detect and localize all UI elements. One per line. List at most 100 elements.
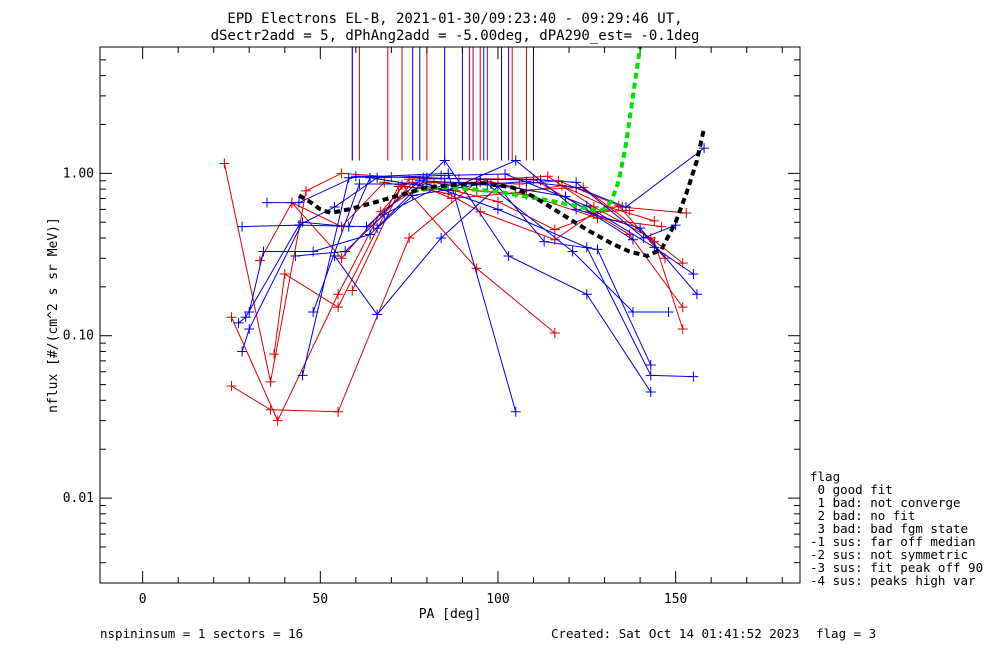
point-14-2 [379,209,390,220]
point-13-0 [262,197,273,208]
point-3-5 [475,206,486,217]
point-16-1 [354,178,365,189]
legend-entry-1: 1 bad: not converge [810,495,961,510]
point-18-5 [620,202,631,213]
legend-entry-0: 0 good fit [810,482,893,497]
point-3-9 [677,302,688,313]
x-tick-label-3: 150 [664,592,687,607]
point-15-0 [297,370,308,381]
legend-entry-2: 2 bad: no fit [810,508,915,523]
point-7-1 [397,179,408,190]
point-8-4 [656,221,667,232]
point-9-6 [500,169,511,180]
footer-sectors: nspininsum = 1 sectors = 16 [100,626,303,641]
plot-frame [99,46,801,584]
fit-curves [297,46,707,258]
point-16-0 [308,306,319,317]
point-11-1 [293,220,304,231]
x-tick-label-2: 100 [486,592,509,607]
point-17-4 [539,236,550,247]
point-10-1 [244,324,255,335]
point-3-0 [254,255,265,266]
point-0-1 [265,376,276,387]
point-15-3 [510,406,521,417]
point-0-3 [336,168,347,179]
point-13-2 [350,171,361,182]
point-18-4 [571,182,582,193]
point-1-9 [681,207,692,218]
point-0-7 [542,171,553,182]
x-tick-label-1: 50 [312,592,328,607]
legend-entry-5: -2 sus: not symmetric [810,547,968,562]
series-line-3 [259,181,684,308]
point-6-6 [649,215,660,226]
y-tick-label-1: 0.10 [63,329,94,344]
point-1-6 [514,178,525,189]
point-18-0 [372,223,383,234]
point-13-4 [475,174,486,185]
point-13-1 [293,197,304,208]
series-line-11 [242,180,669,313]
series-line-12 [248,159,652,393]
point-7-3 [549,327,560,338]
series-line-9 [238,173,694,324]
point-9-1 [240,312,251,323]
point-12-6 [503,250,514,261]
legend-entry-7: -4 sus: peaks high var [810,573,976,588]
point-11-0 [237,221,248,232]
point-9-5 [436,170,447,181]
point-2-3 [404,232,415,243]
point-2-2 [333,406,344,417]
point-8-3 [592,213,603,224]
point-16-5 [645,370,656,381]
series-3 [254,177,688,313]
vertical-markers [351,47,535,161]
fit-curve-black [297,127,707,258]
point-14-1 [340,246,351,257]
footer-created: Created: Sat Oct 14 01:41:52 2023 [551,626,799,641]
point-5-1 [336,253,347,264]
series-13 [262,171,681,243]
point-12-8 [645,387,656,398]
series-line-16 [312,183,694,378]
point-3-3 [379,177,390,188]
point-17-0 [329,250,340,261]
point-14-0 [290,250,301,261]
y-axis: 0.01 0.10 1.00 [63,46,800,584]
point-2-8 [677,324,688,335]
point-4-6 [549,224,560,235]
point-10-6 [510,155,521,166]
point-12-1 [258,246,269,257]
series-16 [308,178,699,382]
point-0-0 [219,158,230,169]
y-axis-label: nflux [#/(cm^2 s sr MeV)] [46,217,61,413]
legend-entry-3: 3 bad: bad fgm state [810,521,968,536]
point-16-3 [492,204,503,215]
legend-title: flag [810,469,840,484]
point-6-1 [407,177,418,188]
point-2-1 [265,404,276,415]
point-17-2 [436,232,447,243]
point-11-5 [567,246,578,257]
point-15-2 [443,168,454,179]
fit-curve-green [412,46,643,213]
point-11-7 [663,306,674,317]
legend-entry-4: -1 sus: far off median [810,534,976,549]
point-7-0 [347,285,358,296]
point-12-7 [581,289,592,300]
y-tick-label-0: 0.01 [63,491,94,506]
point-15-1 [343,172,354,183]
chart-title: EPD Electrons EL-B, 2021-01-30/09:23:40 … [227,11,682,27]
point-18-3 [521,176,532,187]
x-axis-label: PA [deg] [419,607,482,622]
point-0-2 [301,185,312,196]
point-18-6 [699,143,710,154]
point-4-0 [269,349,280,360]
y-tick-label-2: 1.00 [63,166,94,181]
series-7 [347,179,560,338]
point-9-9 [688,268,699,279]
point-1-0 [226,312,237,323]
chart-subtitle: dSectr2add = 5, dPhAng2add = -5.00deg, d… [211,28,700,44]
point-2-0 [226,381,237,392]
